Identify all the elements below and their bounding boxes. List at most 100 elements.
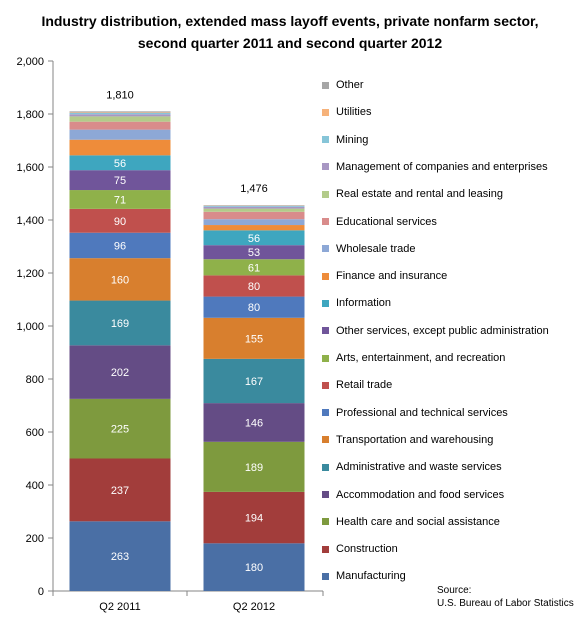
legend-swatch <box>322 381 329 389</box>
legend-swatch <box>322 518 329 526</box>
legend-item: Administrative and waste services <box>322 460 502 474</box>
bar-segment <box>69 300 171 346</box>
y-tick-label: 1,000 <box>16 321 44 333</box>
legend-label: Other <box>336 79 364 91</box>
bar-segment <box>203 543 305 591</box>
y-tick-label: 400 <box>26 480 44 492</box>
bar-segment <box>69 155 171 171</box>
bar-segment <box>203 275 305 297</box>
y-tick-label: 1,600 <box>16 162 44 174</box>
y-tick-label: 0 <box>38 586 44 598</box>
legend-swatch <box>322 545 329 553</box>
data-label: 169 <box>111 318 129 330</box>
legend-item: Construction <box>322 542 398 556</box>
y-tick-label: 2,000 <box>16 56 44 68</box>
y-tick-label: 600 <box>26 427 44 439</box>
legend-item: Other <box>322 78 364 92</box>
data-label: 146 <box>245 417 263 429</box>
legend-swatch <box>322 436 329 444</box>
data-label: 61 <box>248 262 260 274</box>
bar-segment <box>203 206 305 209</box>
source-text: U.S. Bureau of Labor Statistics <box>437 598 574 609</box>
legend-label: Retail trade <box>336 379 393 392</box>
bar-segment <box>69 232 171 259</box>
data-label: 237 <box>111 485 129 497</box>
legend-item: Professional and technical services <box>322 406 508 420</box>
legend-swatch <box>322 136 329 144</box>
bar-segment <box>203 205 305 207</box>
legend-label: Other services, except public administra… <box>336 324 549 337</box>
legend-item: Health care and social assistance <box>322 515 500 529</box>
bar-segment <box>203 403 305 442</box>
legend-label: Administrative and waste services <box>336 461 502 474</box>
legend-swatch <box>322 409 329 417</box>
legend-label: Health care and social assistance <box>336 515 500 528</box>
bar-segment <box>203 205 305 206</box>
bar-segment <box>69 190 171 209</box>
legend-label: Construction <box>336 543 398 556</box>
data-label: 263 <box>111 551 129 563</box>
bar-segment <box>203 219 305 226</box>
bar-segment <box>203 225 305 231</box>
legend-item: Manufacturing <box>322 569 406 583</box>
legend-item: Utilities <box>322 105 371 119</box>
bar-segment <box>203 317 305 359</box>
bar-segment <box>69 129 171 140</box>
bar-segment <box>69 258 171 301</box>
bar-segment <box>69 112 171 113</box>
y-tick-label: 1,800 <box>16 109 44 121</box>
legend-item: Management of companies and enterprises <box>322 160 548 174</box>
legend-swatch <box>322 272 329 280</box>
data-label: 56 <box>248 233 260 245</box>
total-label: 1,810 <box>106 89 134 101</box>
legend-label: Transportation and warehousing <box>336 433 494 446</box>
y-tick-label: 1,200 <box>16 268 44 280</box>
legend-swatch <box>322 327 329 335</box>
bar-segment <box>69 170 171 191</box>
legend-label: Accommodation and food services <box>336 488 505 501</box>
legend-label: Mining <box>336 133 369 146</box>
legend-item: Transportation and warehousing <box>322 433 493 447</box>
bar-segment <box>69 345 171 399</box>
legend-item: Finance and insurance <box>322 269 447 283</box>
bar-segment <box>203 208 305 212</box>
legend-swatch <box>322 218 329 225</box>
data-label: 225 <box>111 424 129 436</box>
legend-item: Real estate and rental and leasing <box>322 187 503 201</box>
y-tick-label: 200 <box>26 533 44 545</box>
legend-item: Mining <box>322 133 368 147</box>
chart-title-line-2: second quarter 2011 and second quarter 2… <box>137 35 443 51</box>
legend-swatch <box>322 299 329 307</box>
bar-segment <box>203 245 305 260</box>
legend-swatch <box>322 108 329 116</box>
legend-label: Real estate and rental and leasing <box>336 188 503 201</box>
data-label: 189 <box>245 462 263 474</box>
total-label: 1,476 <box>240 183 268 195</box>
legend-swatch <box>322 572 329 580</box>
legend-swatch <box>322 81 329 89</box>
bar-segment <box>69 121 171 130</box>
data-label: 80 <box>248 281 260 293</box>
bar-segment <box>69 139 171 156</box>
legend-item: Accommodation and food services <box>322 488 504 502</box>
legend-swatch <box>322 463 329 471</box>
data-label: 155 <box>245 333 263 345</box>
legend-label: Manufacturing <box>336 570 406 583</box>
bar-segment <box>69 112 171 115</box>
legend-swatch <box>322 491 329 498</box>
bar-segment <box>69 111 171 113</box>
data-label: 180 <box>245 562 263 574</box>
bar-segment <box>203 259 305 276</box>
legend-swatch <box>322 190 329 198</box>
legend-swatch <box>322 354 329 362</box>
bar-segment <box>69 116 171 122</box>
data-label: 90 <box>114 216 126 228</box>
bar-segment <box>203 211 305 220</box>
legend-label: Information <box>336 297 392 310</box>
bar-segment <box>203 296 305 318</box>
bar-segment <box>69 521 171 591</box>
source-label: Source: <box>437 585 472 596</box>
bar-segment <box>69 458 171 522</box>
legend-label: Utilities <box>336 106 372 119</box>
